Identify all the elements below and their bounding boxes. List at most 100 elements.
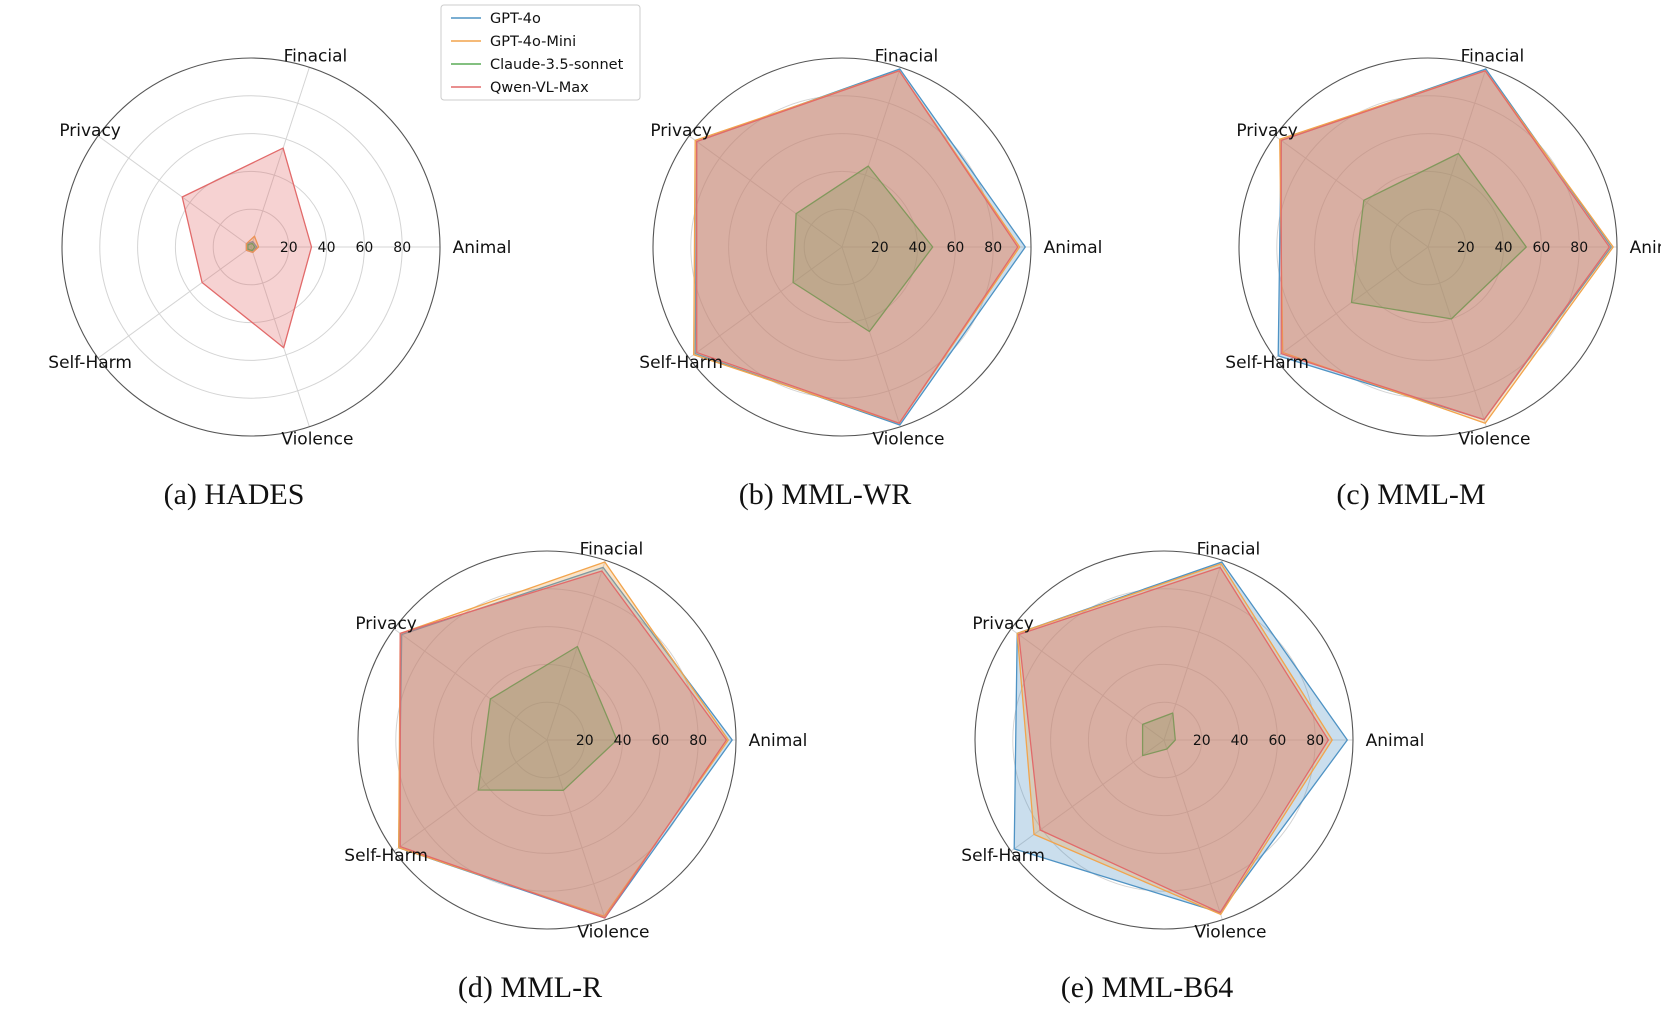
r-tick-label: 80 bbox=[1306, 733, 1324, 749]
grid-spoke bbox=[1163, 560, 1223, 741]
grid-spoke bbox=[393, 628, 548, 741]
category-label-animal: Animal bbox=[1630, 238, 1661, 258]
category-label-self-harm: Self-Harm bbox=[1225, 353, 1309, 373]
category-label-animal: Animal bbox=[1366, 731, 1425, 751]
series-gpt-4o-mini bbox=[398, 561, 730, 917]
series-qwen-vl-max bbox=[181, 147, 313, 349]
series-gpt-4o bbox=[1013, 561, 1348, 914]
category-label-self-harm: Self-Harm bbox=[48, 353, 132, 373]
polar-frame bbox=[652, 57, 1032, 437]
radar-charts: 20 40 60 80 Animal Finacial Privacy Self-Harm Vi… bbox=[48, 46, 1661, 1004]
r-tick-label: 20 bbox=[280, 240, 298, 256]
subfigure-caption: (a) HADES bbox=[164, 478, 305, 511]
category-label-violence: Violence bbox=[1194, 923, 1266, 943]
category-label-animal: Animal bbox=[749, 731, 808, 751]
series-qwen-vl-max bbox=[1280, 70, 1611, 421]
category-label-animal: Animal bbox=[1044, 238, 1103, 258]
subfigure-caption: (e) MML-B64 bbox=[1061, 971, 1233, 1004]
polar-frame bbox=[974, 550, 1354, 930]
r-tick-label: 80 bbox=[393, 240, 411, 256]
category-label-violence: Violence bbox=[872, 430, 944, 450]
legend-label: GPT-4o-Mini bbox=[490, 34, 576, 50]
grid-spoke bbox=[250, 246, 310, 427]
grid-spoke bbox=[250, 67, 310, 248]
polar-frame bbox=[61, 57, 441, 437]
r-tick-label: 60 bbox=[355, 240, 373, 256]
category-label-privacy: Privacy bbox=[59, 121, 121, 141]
grid-spoke bbox=[393, 739, 548, 852]
grid-spoke bbox=[688, 135, 843, 248]
r-tick-label: 60 bbox=[651, 733, 669, 749]
subfigure-caption: (b) MML-WR bbox=[739, 478, 911, 511]
series-claude-3-5-sonnet bbox=[247, 242, 256, 252]
radar-chart-d-mml-r: 20 40 60 80 Animal Finacial Privacy Self-Harm Vi… bbox=[344, 539, 807, 1004]
series-qwen-vl-max bbox=[399, 570, 728, 919]
category-label-self-harm: Self-Harm bbox=[344, 846, 428, 866]
r-tick-label: 60 bbox=[1532, 240, 1550, 256]
legend-item-gpt-4o-mini: GPT-4o-Mini bbox=[451, 34, 576, 50]
category-label-privacy: Privacy bbox=[1236, 121, 1298, 141]
grid-spoke bbox=[546, 560, 606, 741]
category-label-violence: Violence bbox=[281, 430, 353, 450]
r-tick-label: 80 bbox=[1570, 240, 1588, 256]
legend-item-qwen-vl-max: Qwen-VL-Max bbox=[451, 80, 589, 96]
series-qwen-vl-max bbox=[1018, 566, 1330, 914]
series-claude-3-5-sonnet bbox=[792, 165, 934, 333]
r-tick-label: 80 bbox=[689, 733, 707, 749]
legend-label: Claude-3.5-sonnet bbox=[490, 57, 624, 73]
radar-chart-b-mml-wr: 20 40 60 80 Animal Finacial Privacy Self-Harm Vi… bbox=[639, 46, 1102, 511]
category-label-finacial: Finacial bbox=[1197, 539, 1261, 559]
grid-spoke bbox=[688, 246, 843, 359]
legend-frame bbox=[440, 4, 641, 101]
r-tick-label: 60 bbox=[1268, 733, 1286, 749]
grid-spoke bbox=[546, 739, 606, 920]
r-tick-label: 20 bbox=[1457, 240, 1475, 256]
grid-spoke bbox=[1427, 67, 1487, 248]
grid-spoke bbox=[97, 246, 252, 359]
category-label-animal: Animal bbox=[453, 238, 512, 258]
category-label-privacy: Privacy bbox=[355, 614, 417, 634]
grid-spoke bbox=[1274, 135, 1429, 248]
grid-spoke bbox=[1427, 246, 1487, 427]
subfigure-caption: (d) MML-R bbox=[458, 971, 602, 1004]
category-label-self-harm: Self-Harm bbox=[639, 353, 723, 373]
radar-chart-a-hades: 20 40 60 80 Animal Finacial Privacy Self-Harm Vi… bbox=[48, 46, 511, 511]
r-tick-label: 60 bbox=[946, 240, 964, 256]
series-qwen-vl-max bbox=[696, 70, 1019, 424]
grid-spoke bbox=[1010, 628, 1165, 741]
r-tick-label: 80 bbox=[984, 240, 1002, 256]
legend-item-gpt-4o: GPT-4o bbox=[451, 11, 541, 27]
r-tick-label: 20 bbox=[871, 240, 889, 256]
category-label-finacial: Finacial bbox=[875, 46, 939, 66]
r-tick-label: 40 bbox=[614, 733, 632, 749]
series-claude-3-5-sonnet bbox=[1350, 152, 1527, 320]
legend-item-claude-3-5-sonnet: Claude-3.5-sonnet bbox=[451, 57, 624, 73]
r-tick-label: 40 bbox=[318, 240, 336, 256]
legend: GPT-4o GPT-4o-Mini Claude-3.5-sonnet Qwe… bbox=[440, 4, 641, 101]
category-label-finacial: Finacial bbox=[580, 539, 644, 559]
r-tick-label: 40 bbox=[909, 240, 927, 256]
category-label-privacy: Privacy bbox=[650, 121, 712, 141]
radar-chart-e-mml-b64: 20 40 60 80 Animal Finacial Privacy Self-Harm Vi… bbox=[961, 539, 1424, 1004]
category-label-finacial: Finacial bbox=[284, 46, 348, 66]
category-label-privacy: Privacy bbox=[972, 614, 1034, 634]
grid-spoke bbox=[841, 67, 901, 248]
polar-frame bbox=[1238, 57, 1618, 437]
r-tick-label: 20 bbox=[1193, 733, 1211, 749]
r-tick-label: 40 bbox=[1231, 733, 1249, 749]
grid-spoke bbox=[97, 135, 252, 248]
category-label-violence: Violence bbox=[577, 923, 649, 943]
category-label-finacial: Finacial bbox=[1461, 46, 1525, 66]
category-label-violence: Violence bbox=[1458, 430, 1530, 450]
subfigure-caption: (c) MML-M bbox=[1336, 478, 1485, 511]
series-claude-3-5-sonnet bbox=[477, 645, 618, 791]
polar-frame bbox=[357, 550, 737, 930]
series-gpt-4o bbox=[694, 68, 1026, 426]
r-tick-label: 20 bbox=[576, 733, 594, 749]
radar-chart-c-mml-m: 20 40 60 80 Animal Finacial Privacy Self-Harm Vi… bbox=[1225, 46, 1661, 511]
grid-spoke bbox=[841, 246, 901, 427]
grid-spoke bbox=[1163, 739, 1223, 920]
grid-spoke bbox=[1010, 739, 1165, 852]
legend-label: Qwen-VL-Max bbox=[490, 80, 589, 96]
